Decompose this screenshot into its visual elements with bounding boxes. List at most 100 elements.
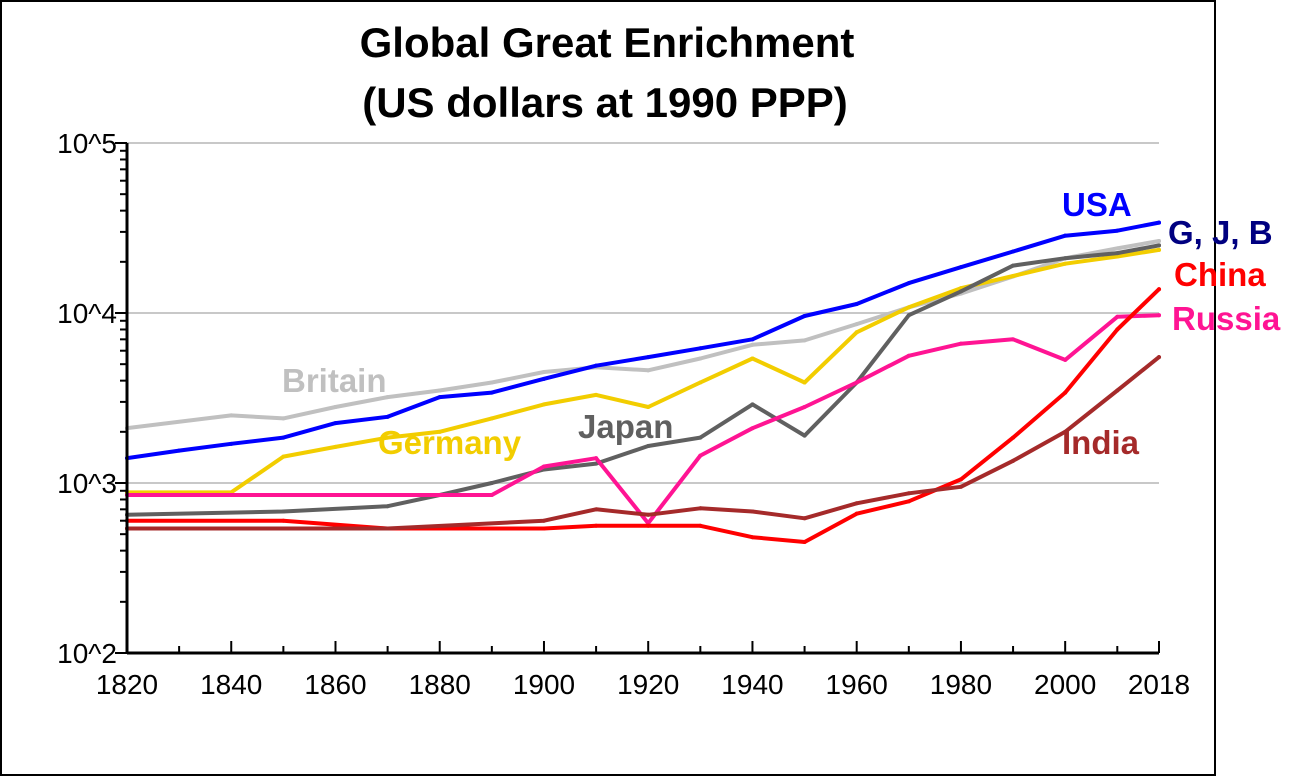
data-point-japan <box>1157 243 1161 248</box>
data-point-india <box>1011 458 1016 463</box>
data-point-britain <box>541 369 546 374</box>
data-point-russia <box>1011 337 1016 342</box>
data-point-britain <box>229 413 234 418</box>
data-point-britain <box>281 416 286 421</box>
label-india: India <box>1062 424 1140 461</box>
data-point-japan <box>1115 251 1120 256</box>
series-line-china <box>125 287 1161 544</box>
x-tick-label-1920: 1920 <box>617 669 679 700</box>
data-point-germany <box>333 444 338 449</box>
data-point-japan <box>958 289 963 294</box>
x-tick-label-1940: 1940 <box>721 669 783 700</box>
label-gjb: G, J, B <box>1168 214 1273 251</box>
data-point-usa <box>489 390 494 395</box>
data-point-china <box>1011 435 1016 440</box>
label-germany: Germany <box>378 424 522 461</box>
data-point-usa <box>906 281 911 286</box>
data-point-china <box>698 523 703 528</box>
data-point-usa <box>333 421 338 426</box>
data-point-usa <box>177 448 182 453</box>
data-point-usa <box>646 355 651 360</box>
series-line-germany <box>125 247 1161 495</box>
series-line-india <box>125 355 1161 531</box>
data-point-china <box>750 535 755 540</box>
series-germany <box>125 247 1161 495</box>
data-point-china <box>1063 390 1068 395</box>
data-point-russia <box>906 353 911 358</box>
data-point-usa <box>698 346 703 351</box>
y-tick-label-10-3: 10^3 <box>57 468 117 499</box>
data-point-britain <box>698 356 703 361</box>
y-tick-label-10-4: 10^4 <box>57 298 117 329</box>
data-point-britain <box>646 368 651 373</box>
data-point-china <box>802 539 807 544</box>
x-ticks: 1820 1840 1860 1880 1900 1920 1940 1960 1980 2000… <box>96 641 1190 700</box>
data-point-germany <box>385 435 390 440</box>
data-point-britain <box>750 342 755 347</box>
data-point-russia <box>1157 313 1161 318</box>
data-point-germany <box>802 380 807 385</box>
label-russia: Russia <box>1172 300 1281 337</box>
data-point-india <box>594 507 599 512</box>
data-point-india <box>1157 355 1161 360</box>
data-point-britain <box>1115 246 1120 251</box>
data-point-usa <box>750 337 755 342</box>
data-point-britain <box>802 338 807 343</box>
data-point-japan <box>906 313 911 318</box>
data-point-japan <box>489 481 494 485</box>
data-point-germany <box>489 416 494 421</box>
data-point-china <box>906 499 911 504</box>
data-point-britain <box>489 380 494 385</box>
data-point-usa <box>1063 233 1068 238</box>
data-point-india <box>750 509 755 514</box>
data-point-germany <box>854 330 859 335</box>
data-point-china <box>958 477 963 482</box>
data-point-usa <box>802 314 807 319</box>
series-labels: USA G, J, B China Russia Britain Germany… <box>282 186 1281 461</box>
data-point-britain <box>854 322 859 327</box>
x-tick-label-1860: 1860 <box>304 669 366 700</box>
x-tick-label-1960: 1960 <box>826 669 888 700</box>
axes <box>125 143 1159 655</box>
x-tick-label-1900: 1900 <box>513 669 575 700</box>
data-point-germany <box>281 454 286 459</box>
data-point-india <box>802 516 807 521</box>
data-point-china <box>541 526 546 531</box>
data-point-usa <box>281 435 286 440</box>
series-japan <box>125 243 1161 517</box>
label-japan: Japan <box>578 408 673 445</box>
data-point-russia <box>1063 357 1068 362</box>
data-point-britain <box>385 395 390 400</box>
data-point-usa <box>541 376 546 381</box>
data-point-germany <box>1157 247 1161 252</box>
y-ticks: 10^2 10^3 10^4 10^5 <box>57 128 127 669</box>
data-point-india <box>541 518 546 523</box>
data-point-germany <box>1063 261 1068 266</box>
data-point-usa <box>594 363 599 368</box>
data-point-russia <box>281 492 286 497</box>
series-layer <box>125 220 1161 544</box>
data-point-japan <box>802 433 807 438</box>
data-point-india <box>646 512 651 517</box>
x-tick-label-1980: 1980 <box>930 669 992 700</box>
data-point-russia <box>594 456 599 461</box>
data-point-china <box>646 523 651 528</box>
data-point-china <box>854 511 859 516</box>
data-point-japan <box>750 402 755 407</box>
label-china: China <box>1174 256 1266 293</box>
data-point-china <box>281 518 286 523</box>
data-point-japan <box>1011 263 1016 268</box>
data-point-germany <box>906 305 911 310</box>
data-point-japan <box>281 509 286 514</box>
data-point-usa <box>437 395 442 400</box>
x-tick-label-1840: 1840 <box>200 669 262 700</box>
data-point-germany <box>541 402 546 407</box>
data-point-russia <box>750 426 755 431</box>
data-point-india <box>385 526 390 531</box>
data-point-usa <box>229 441 234 446</box>
data-point-germany <box>750 356 755 361</box>
data-point-japan <box>385 504 390 509</box>
data-point-china <box>1157 287 1161 292</box>
data-point-germany <box>1115 254 1120 259</box>
data-point-japan <box>1063 256 1068 261</box>
